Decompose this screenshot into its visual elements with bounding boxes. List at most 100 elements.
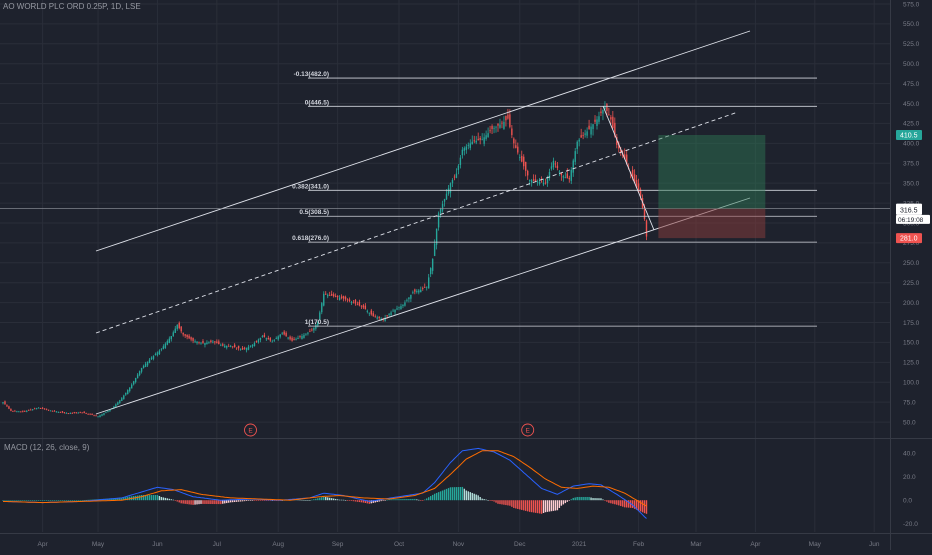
macd-histogram-bar bbox=[463, 488, 466, 501]
candle bbox=[166, 341, 169, 345]
candle bbox=[105, 411, 107, 413]
candle bbox=[618, 143, 620, 149]
candle bbox=[148, 359, 151, 363]
earnings-marker bbox=[244, 423, 257, 437]
macd-histogram-bar bbox=[87, 499, 89, 501]
candle bbox=[138, 371, 141, 376]
macd-histogram-bar bbox=[424, 499, 426, 501]
macd-histogram-bar bbox=[311, 499, 313, 501]
candle bbox=[247, 346, 250, 350]
macd-histogram-bar bbox=[493, 500, 495, 502]
candle bbox=[414, 289, 416, 292]
time-axis-label: Nov bbox=[453, 541, 465, 548]
candle bbox=[479, 138, 481, 140]
candle bbox=[572, 160, 574, 173]
macd-histogram-bar bbox=[334, 498, 337, 501]
candle bbox=[109, 409, 111, 411]
symbol-title: AO WORLD PLC ORD 0.25P, 1D, LSE bbox=[3, 2, 141, 11]
macd-histogram-bar bbox=[358, 500, 361, 503]
macd-histogram-bar bbox=[83, 500, 85, 501]
macd-histogram-bar bbox=[204, 500, 206, 504]
macd-histogram-bar bbox=[604, 500, 606, 501]
macd-histogram-bar bbox=[372, 500, 374, 503]
candle bbox=[309, 330, 311, 332]
candle bbox=[424, 287, 426, 288]
candle bbox=[59, 411, 62, 413]
macd-histogram-bar bbox=[499, 500, 501, 505]
candle bbox=[129, 387, 131, 392]
candle bbox=[330, 293, 333, 296]
candle bbox=[12, 411, 14, 412]
candle bbox=[588, 125, 590, 130]
candle bbox=[556, 165, 559, 169]
candle bbox=[558, 171, 561, 173]
candle bbox=[231, 346, 234, 348]
candle bbox=[441, 203, 444, 211]
macd-histogram-bar bbox=[184, 500, 186, 504]
candle bbox=[24, 411, 26, 412]
macd-histogram-bar bbox=[624, 500, 626, 508]
candle bbox=[435, 228, 438, 245]
macd-histogram-bar bbox=[433, 493, 436, 501]
candle bbox=[540, 181, 543, 183]
macd-histogram-bar bbox=[620, 500, 622, 507]
candle bbox=[233, 344, 236, 348]
fib-level-label: 1(170.5) bbox=[305, 319, 329, 326]
macd-histogram-bar bbox=[342, 499, 345, 501]
last-price-tag-bg bbox=[896, 204, 922, 215]
candle bbox=[301, 336, 303, 340]
channel-lower bbox=[95, 197, 751, 415]
candle bbox=[635, 179, 638, 188]
candle bbox=[146, 361, 149, 366]
candle bbox=[378, 316, 380, 319]
candle bbox=[471, 141, 473, 145]
macd-histogram-bar bbox=[612, 500, 614, 504]
macd-histogram-bar bbox=[523, 500, 525, 511]
candle bbox=[406, 299, 408, 301]
candle bbox=[32, 409, 34, 411]
candle bbox=[79, 412, 81, 414]
candle bbox=[481, 139, 483, 141]
macd-histogram-bar bbox=[451, 487, 454, 501]
candle bbox=[340, 296, 343, 299]
candle bbox=[307, 332, 309, 334]
fib-level-label: 0.618(276.0) bbox=[292, 235, 329, 242]
candle bbox=[412, 292, 414, 294]
candle bbox=[251, 344, 254, 347]
price-axis-label: 350.0 bbox=[903, 180, 920, 187]
macd-histogram-bar bbox=[182, 500, 184, 504]
candle bbox=[305, 333, 307, 335]
macd-histogram-bar bbox=[626, 500, 628, 508]
macd-histogram-bar bbox=[12, 500, 14, 501]
candle bbox=[501, 122, 503, 124]
macd-histogram-bar bbox=[641, 500, 644, 513]
macd-histogram-bar bbox=[416, 499, 418, 501]
candle bbox=[311, 329, 313, 331]
fib-level-label: 0.5(308.5) bbox=[299, 209, 329, 216]
candle bbox=[319, 312, 321, 320]
candle bbox=[350, 301, 353, 303]
candle bbox=[235, 347, 238, 349]
candle bbox=[61, 411, 64, 413]
macd-histogram-bar bbox=[364, 500, 367, 504]
candle bbox=[188, 335, 190, 339]
macd-histogram-bar bbox=[220, 500, 222, 505]
macd-histogram-bar bbox=[251, 500, 254, 501]
candle bbox=[212, 341, 214, 343]
macd-histogram-bar bbox=[174, 500, 176, 501]
candle bbox=[329, 295, 331, 296]
candle bbox=[218, 341, 220, 345]
candle bbox=[519, 157, 521, 158]
macd-histogram-bar bbox=[548, 500, 551, 512]
macd-histogram-bar bbox=[546, 500, 549, 512]
macd-histogram-bar bbox=[465, 490, 468, 501]
macd-histogram-bar bbox=[113, 498, 115, 501]
candle bbox=[459, 157, 462, 166]
candle bbox=[404, 302, 406, 306]
candle bbox=[89, 413, 91, 415]
macd-histogram-bar bbox=[517, 500, 519, 509]
macd-axis-label: 0.0 bbox=[903, 498, 912, 505]
macd-histogram-bar bbox=[202, 500, 204, 504]
